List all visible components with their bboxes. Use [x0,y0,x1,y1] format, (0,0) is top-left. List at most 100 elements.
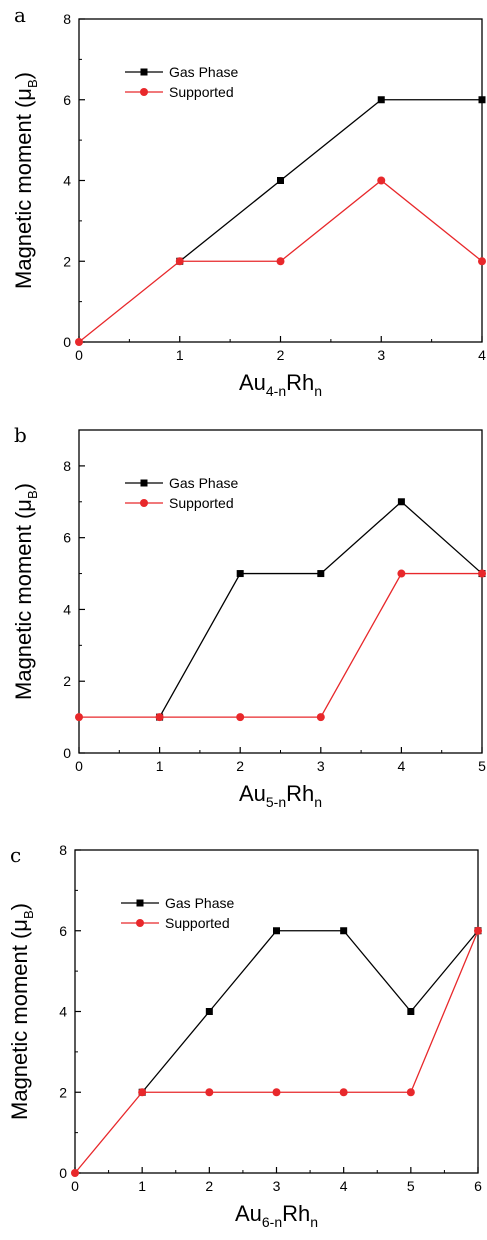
x-axis-title-part: Rh [286,370,314,395]
x-axis-title-subscript: n [310,1214,318,1230]
supported-point [406,1088,415,1097]
y-axis-title-subscript: B [25,490,40,499]
supported-point [339,1088,348,1097]
y-axis-title-close: ) [7,903,32,910]
gas-phase-point [340,927,348,935]
y-tick-label: 8 [63,458,71,474]
x-tick-label: 4 [340,1178,348,1194]
supported-point [377,176,386,185]
x-tick-label: 3 [273,1178,281,1194]
x-tick-label: 6 [474,1178,482,1194]
x-axis-title: Au6-nRhn [235,1201,318,1230]
legend: Gas Phase Supported [125,475,238,511]
plot-frame [78,429,483,754]
supported-point [316,713,325,722]
x-tick-label: 2 [205,1178,213,1194]
legend-label-gas-phase: Gas Phase [165,895,234,911]
x-tick-label: 0 [75,347,83,363]
y-tick-label: 6 [63,92,71,108]
supported-point [276,257,285,266]
y-axis-title: Magnetic moment (μB) [11,72,40,289]
legend-marker-square [136,899,144,907]
x-tick-label: 1 [176,347,184,363]
x-tick-label: 3 [317,758,325,774]
series-line-gas-phase [179,99,482,262]
panel-letter: c [10,843,21,867]
legend: Gas Phase Supported [121,895,234,931]
gas-phase-point [478,96,486,104]
legend-marker-square [140,479,148,487]
gas-phase-point [397,498,405,506]
y-tick-label: 6 [59,923,67,939]
y-axis-title-main: Magnetic moment (μ [7,919,32,1120]
legend-label-supported: Supported [169,495,234,511]
y-axis-title-main: Magnetic moment (μ [11,88,36,289]
legend-marker-circle [140,499,148,507]
y-tick-label: 0 [59,1165,67,1181]
x-axis-title-part: Rh [286,781,314,806]
supported-point [75,713,83,722]
supported-point [236,713,245,722]
gas-phase-point [273,927,280,935]
y-tick-label: 4 [63,601,71,617]
series-line-gas-phase [159,500,483,718]
x-tick-label: 2 [236,758,244,774]
supported-point [175,257,184,266]
x-tick-label: 0 [75,758,83,774]
series-line-supported [79,572,482,718]
supported-point [397,569,406,578]
x-axis-title-part: Rh [282,1201,310,1226]
x-axis-title-subscript: 5-n [266,794,286,810]
y-tick-label: 4 [63,173,71,189]
x-tick-label: 4 [478,347,486,363]
y-tick-label: 8 [59,842,67,858]
legend-marker-square [140,68,148,76]
x-tick-label: 5 [478,758,486,774]
y-tick-label: 4 [59,1004,67,1020]
x-tick-label: 3 [377,347,385,363]
series-line-gas-phase [141,930,479,1093]
chart-panel-c: c 0 1 2 3 4 5 6 0 2 4 6 8 Magnetic moment (μB) Au6-nRh… [7,842,482,1230]
gas-phase-point [236,570,244,578]
supported-point [138,1088,147,1097]
y-axis-title: Magnetic moment (μB) [11,483,40,700]
gas-phase-point [317,570,325,578]
x-axis-title-part: Au [239,781,266,806]
y-tick-label: 6 [63,530,71,546]
legend-label-supported: Supported [165,915,230,931]
legend-marker-circle [136,919,144,927]
y-tick-label: 0 [63,334,71,350]
supported-point [71,1169,79,1177]
y-tick-label: 2 [59,1084,67,1100]
legend-marker-circle [140,88,148,96]
chart-panel-a: a 0 1 2 3 4 0 2 4 6 8 Magnetic moment (μB) Au4-nRhn G… [11,3,486,399]
supported-point [474,926,482,935]
y-tick-label: 2 [63,673,71,689]
legend: Gas Phase Supported [125,64,238,100]
legend-label-supported: Supported [169,84,234,100]
y-axis-title: Magnetic moment (μB) [7,903,36,1120]
x-axis-title-subscript: 4-n [266,383,286,399]
y-axis-title-close: ) [11,483,36,490]
gas-phase-point [407,1008,415,1015]
x-axis-title-subscript: n [314,794,322,810]
y-axis-title-subscript: B [21,910,36,919]
x-tick-label: 1 [156,758,164,774]
y-axis-title-main: Magnetic moment (μ [11,499,36,700]
x-tick-label: 0 [71,1178,79,1194]
panel-letter: b [14,423,27,447]
y-tick-label: 2 [63,253,71,269]
gas-phase-point [277,177,284,184]
supported-point [478,569,486,578]
legend-label-gas-phase: Gas Phase [169,64,238,80]
plot-frame [74,849,479,1174]
x-tick-label: 1 [138,1178,146,1194]
legend-label-gas-phase: Gas Phase [169,475,238,491]
y-tick-label: 8 [63,11,71,27]
y-tick-label: 0 [63,745,71,761]
x-tick-label: 5 [407,1178,415,1194]
x-tick-label: 2 [277,347,285,363]
supported-point [155,713,164,722]
panel-letter: a [14,3,26,27]
